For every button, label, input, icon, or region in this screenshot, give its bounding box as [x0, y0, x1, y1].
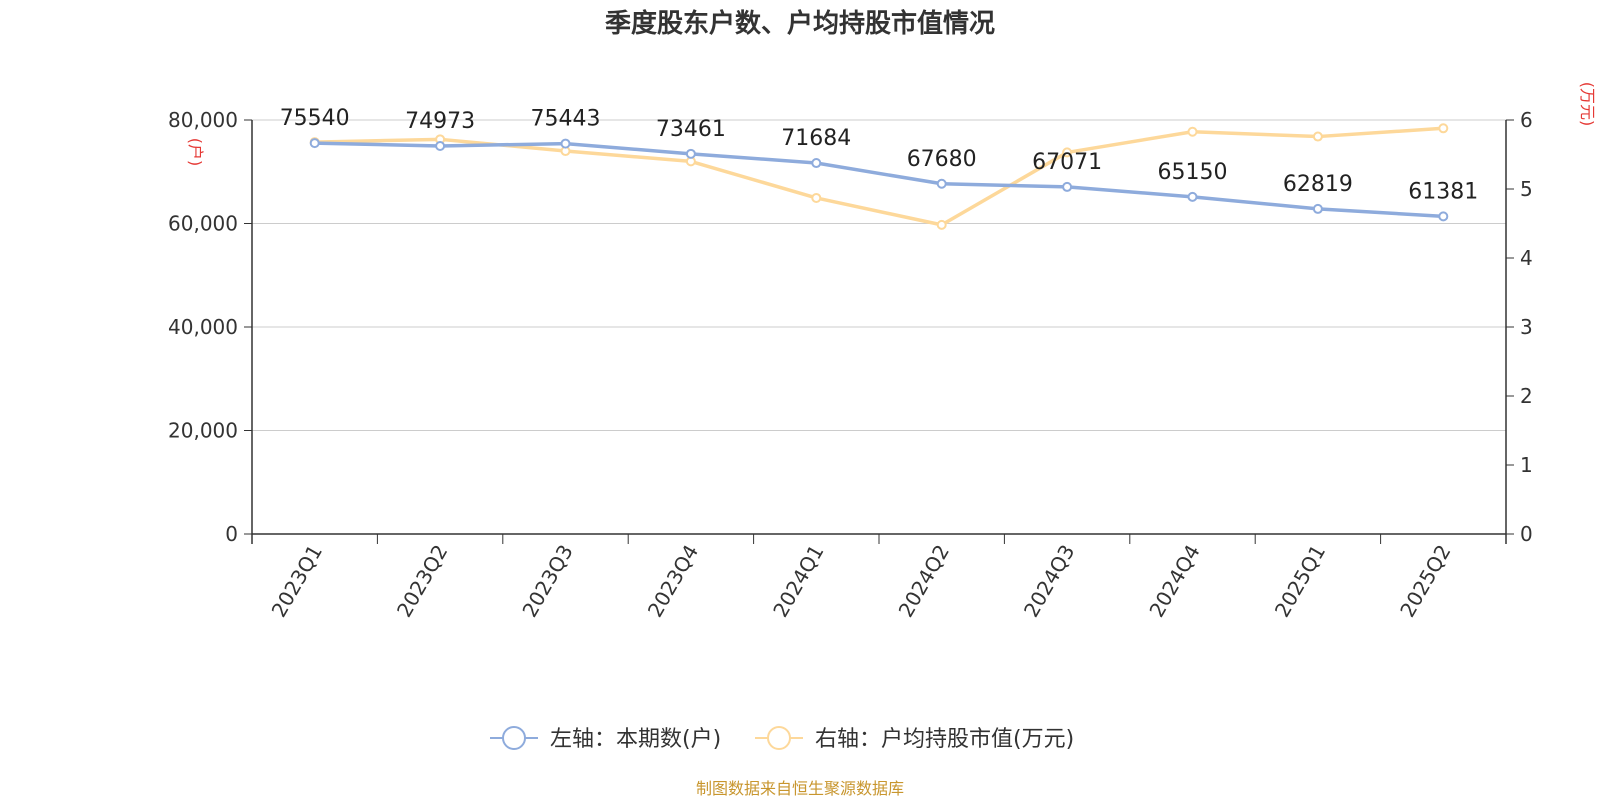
data-labels: 75540 74973 75443 73461 71684 67680 67071 65150…: [280, 106, 1479, 204]
data-label: 74973: [405, 109, 475, 134]
series-left: [309, 138, 1449, 222]
x-tick-label: 2024Q3: [1019, 541, 1079, 622]
right-tick-label: 4: [1520, 246, 1533, 270]
left-tick-label: 40,000: [168, 315, 238, 339]
legend-marker-right: [767, 726, 791, 750]
x-tick-label: 2024Q2: [894, 540, 954, 621]
data-point-left: [560, 138, 571, 149]
series-right: [309, 123, 1449, 230]
data-point-left: [685, 148, 696, 159]
x-tick-label: 2023Q1: [267, 541, 327, 622]
x-tick-label: 2025Q1: [1270, 541, 1330, 622]
left-tick-label: 20,000: [168, 419, 238, 443]
data-point-right: [811, 192, 822, 203]
series-line-left: [314, 141, 1444, 219]
left-tick-label: 60,000: [168, 212, 238, 236]
data-label: 75540: [280, 106, 350, 131]
data-label: 67680: [907, 147, 977, 172]
data-label: 65150: [1158, 160, 1228, 185]
right-tick-label: 3: [1520, 315, 1533, 339]
data-point-left: [1062, 181, 1073, 192]
data-label: 62819: [1283, 172, 1353, 197]
x-tick-label: 2024Q4: [1144, 541, 1204, 622]
source-note: 制图数据来自恒生聚源数据库: [696, 779, 904, 798]
legend-item-right[interactable]: 右轴：户均持股市值(万元): [755, 726, 1074, 752]
right-axis-unit: (万元): [1578, 82, 1597, 127]
data-label: 67071: [1032, 150, 1102, 175]
data-point-left: [811, 158, 822, 169]
data-label: 71684: [781, 126, 851, 151]
data-label: 75443: [531, 107, 601, 132]
data-point-right: [1438, 123, 1449, 134]
data-point-left: [1187, 191, 1198, 202]
data-point-left: [435, 141, 446, 152]
right-tick-label: 6: [1520, 108, 1533, 132]
data-label: 61381: [1408, 179, 1478, 204]
data-point-right: [1312, 131, 1323, 142]
data-point-right: [1187, 126, 1198, 137]
left-tick-label: 80,000: [168, 108, 238, 132]
data-point-left: [309, 138, 320, 149]
data-point-right: [936, 219, 947, 230]
left-axis-ticks: 0 20,000 40,000 60,000 80,000: [168, 108, 252, 546]
x-tick-label: 2023Q3: [517, 541, 577, 622]
x-tick-label: 2023Q4: [643, 541, 703, 622]
legend-label-left: 左轴：本期数(户): [550, 727, 721, 752]
data-point-right: [1062, 147, 1073, 158]
grid-lines: [252, 119, 1506, 431]
legend-label-right: 右轴：户均持股市值(万元): [815, 727, 1074, 752]
data-label: 73461: [656, 117, 726, 142]
legend-marker-left: [502, 726, 526, 750]
legend[interactable]: 左轴：本期数(户) 右轴：户均持股市值(万元): [490, 726, 1074, 752]
right-tick-label: 0: [1520, 522, 1533, 546]
data-point-left: [1438, 211, 1449, 222]
right-tick-label: 2: [1520, 384, 1533, 408]
legend-item-left[interactable]: 左轴：本期数(户): [490, 726, 721, 752]
x-tick-label: 2023Q2: [392, 541, 452, 622]
right-axis-ticks: 0 1 2 3 4 5 6: [1506, 108, 1533, 546]
x-tick-label: 2025Q2: [1395, 541, 1455, 622]
chart-title: 季度股东户数、户均持股市值情况: [605, 8, 995, 39]
data-point-left: [1312, 203, 1323, 214]
left-tick-label: 0: [225, 522, 238, 546]
data-point-left: [936, 178, 947, 189]
x-tick-label: 2024Q1: [768, 541, 828, 622]
series-line-right: [314, 126, 1444, 227]
right-tick-label: 5: [1520, 177, 1533, 201]
left-axis-unit: (户): [186, 138, 205, 167]
x-axis-ticks: 2023Q1 2023Q2 2023Q3 2023Q4 2024Q1 2024Q2 2024…: [251, 534, 1507, 622]
right-tick-label: 1: [1520, 453, 1533, 477]
